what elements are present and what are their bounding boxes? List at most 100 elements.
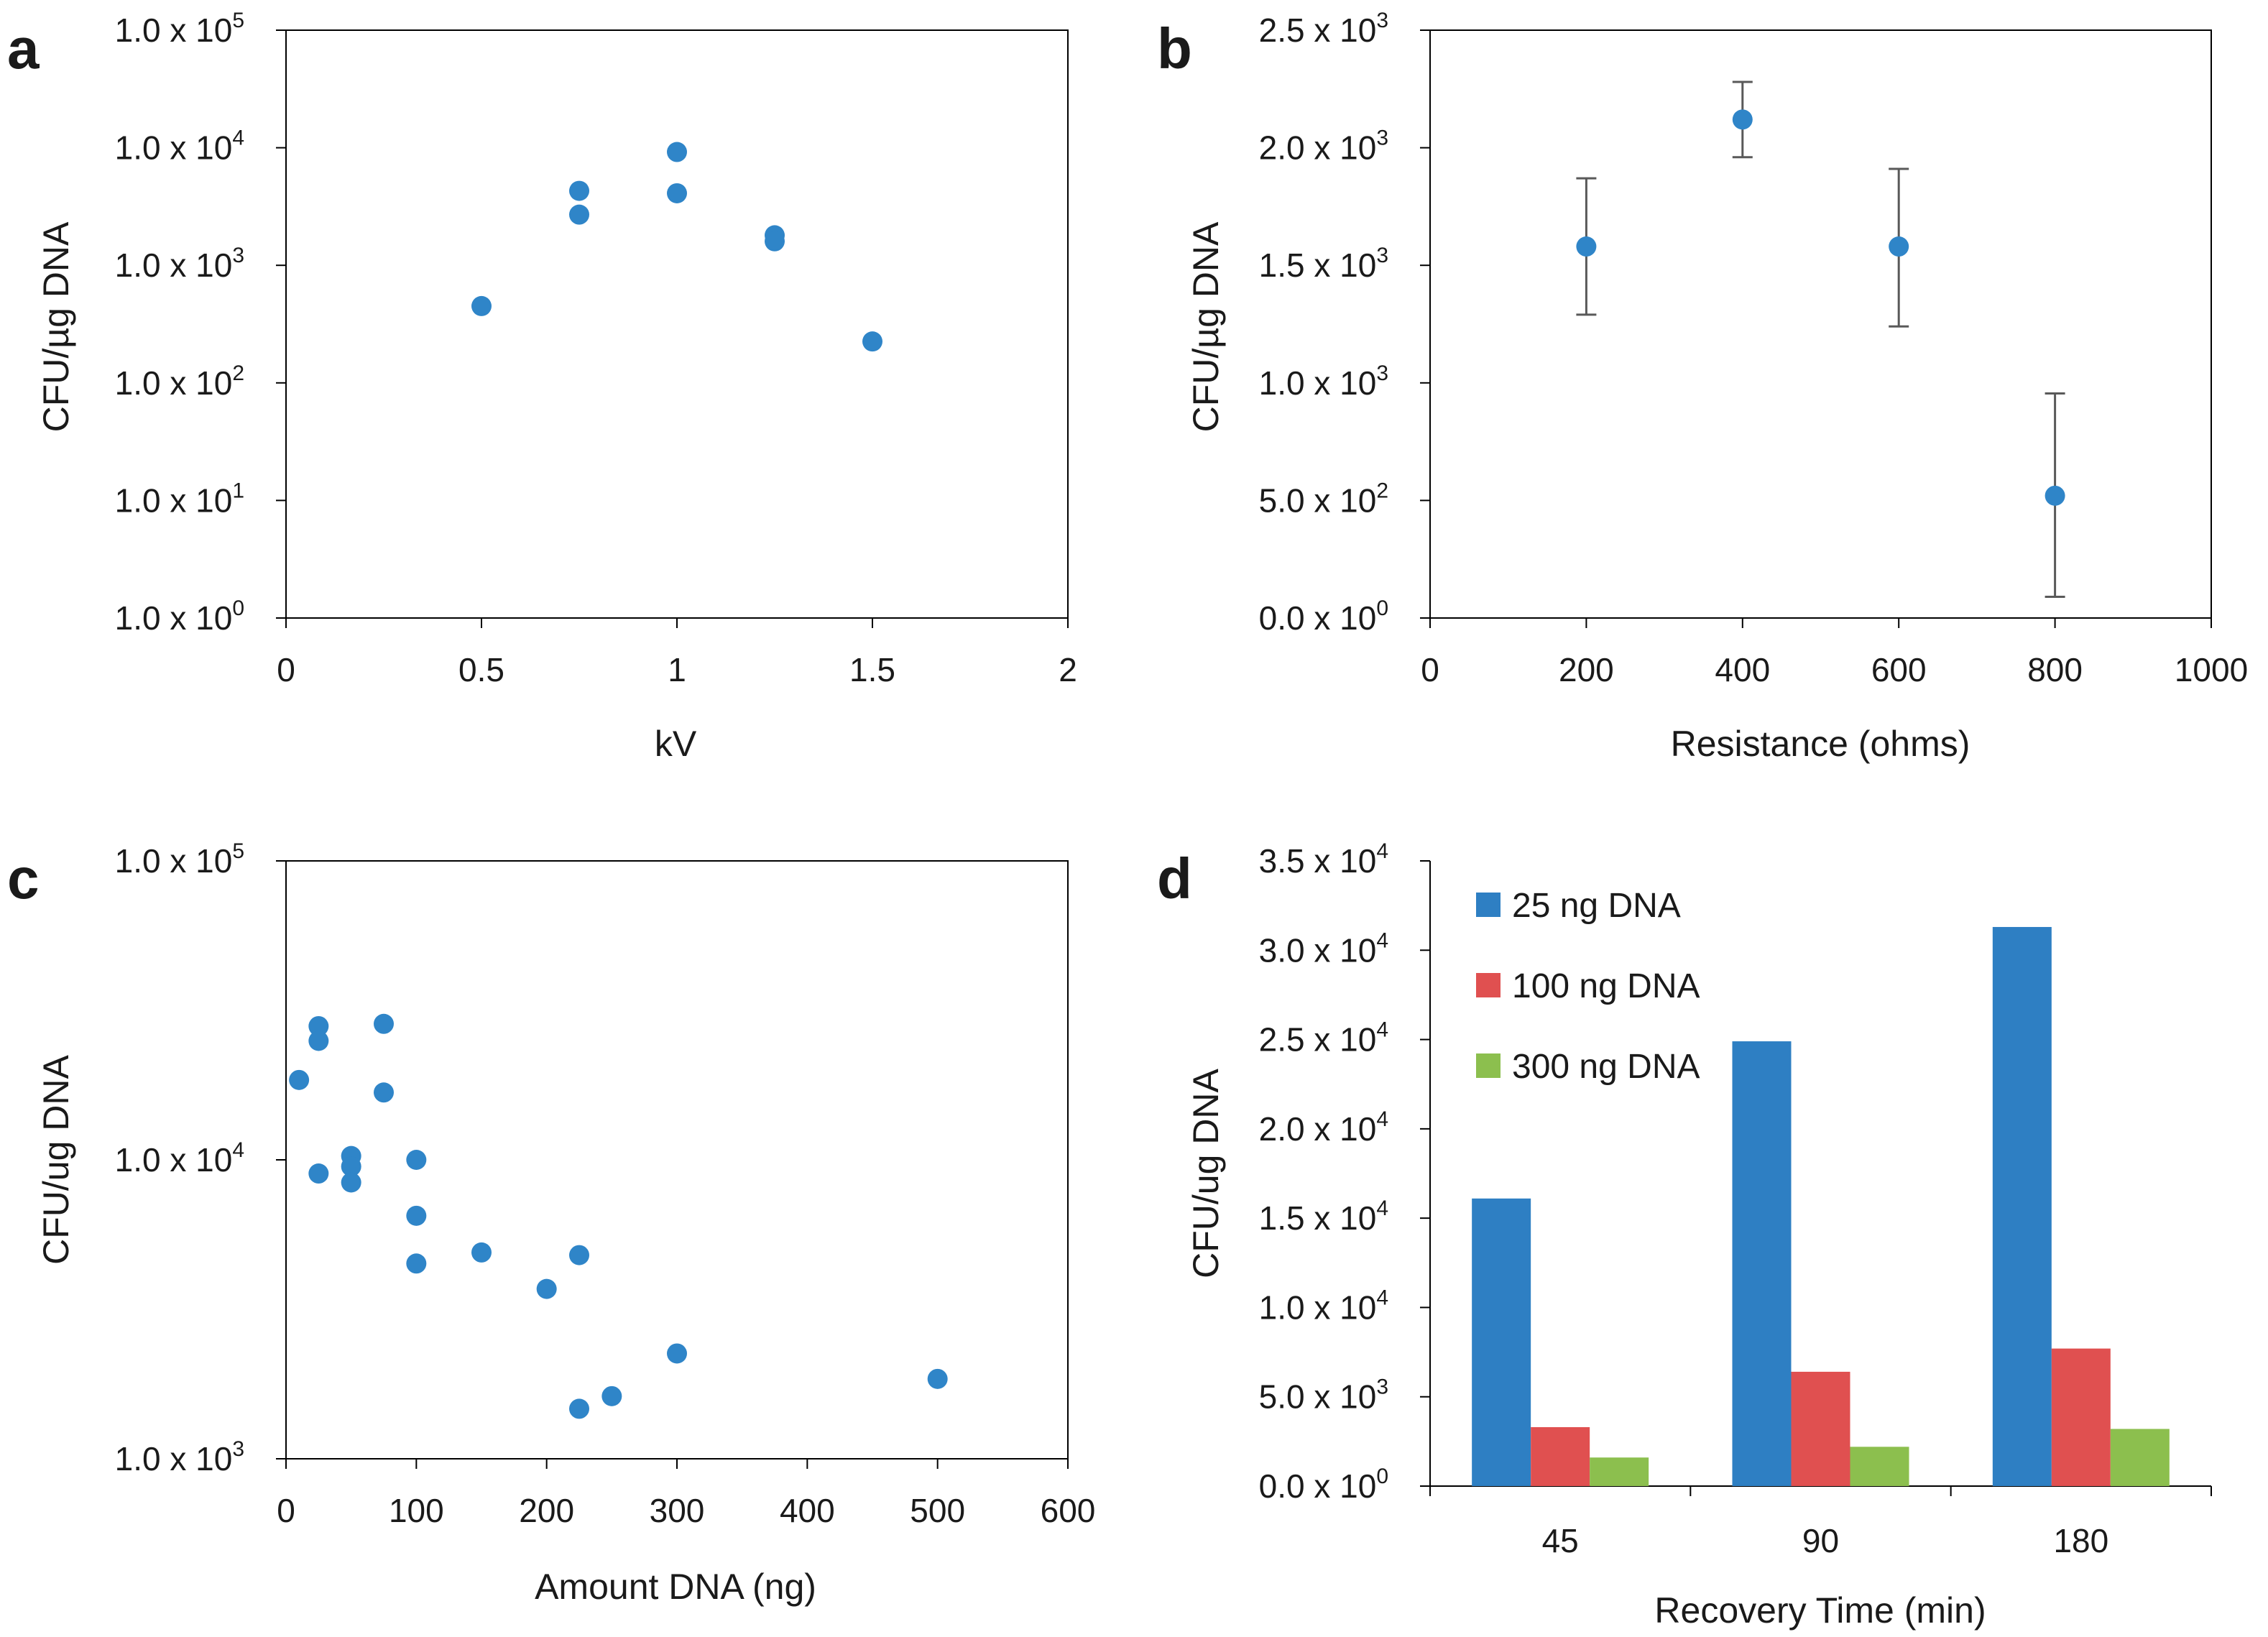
y-tick-label: 5.0 x 102 xyxy=(1259,479,1388,519)
data-point xyxy=(1889,236,1909,257)
data-point xyxy=(569,1245,589,1265)
panel-letter: b xyxy=(1157,17,1192,80)
data-point xyxy=(406,1205,427,1226)
y-tick-label: 2.5 x 103 xyxy=(1259,9,1388,49)
data-point xyxy=(765,231,785,252)
data-point xyxy=(569,180,589,201)
y-tick-label: 0.0 x 100 xyxy=(1259,1465,1388,1505)
x-tick-label: 400 xyxy=(1715,651,1770,688)
x-tick-label: 0 xyxy=(1421,651,1439,688)
x-tick-label: 300 xyxy=(650,1492,705,1529)
data-point xyxy=(341,1156,361,1177)
bar xyxy=(2051,1348,2111,1486)
x-tick-label: 200 xyxy=(1559,651,1614,688)
plot-frame xyxy=(285,29,1069,619)
data-point xyxy=(308,1030,329,1051)
y-tick-label: 1.0 x 100 xyxy=(115,596,244,637)
y-tick-label: 3.5 x 104 xyxy=(1259,839,1388,880)
y-tick-label: 1.0 x 105 xyxy=(115,9,244,49)
legend-swatch xyxy=(1476,893,1501,917)
x-axis-title: Amount DNA (ng) xyxy=(535,1567,816,1607)
chart-panel-a: a 1.0 x 100 1.0 x 101 1.0 x 102 1.0 x 103 1.0… xyxy=(7,9,1077,764)
y-tick-label: 1.5 x 103 xyxy=(1259,244,1388,284)
data-point xyxy=(308,1163,329,1184)
data-point xyxy=(2045,485,2065,506)
legend: 25 ng DNA 100 ng DNA 300 ng DNA xyxy=(1476,887,1700,1086)
panel-letter: d xyxy=(1157,847,1192,910)
data-point xyxy=(341,1172,361,1193)
data-point xyxy=(1576,236,1597,257)
y-tick-label: 1.0 x 102 xyxy=(115,361,244,402)
data-point xyxy=(406,1253,427,1274)
legend-label: 25 ng DNA xyxy=(1512,887,1681,925)
bar xyxy=(1732,1041,1792,1486)
data-point xyxy=(374,1082,394,1103)
y-tick-label: 1.0 x 103 xyxy=(1259,361,1388,402)
y-tick-label: 1.0 x 103 xyxy=(115,1437,244,1477)
panel-letter: c xyxy=(7,847,40,910)
y-axis-title: CFU/ug DNA xyxy=(1186,1068,1226,1278)
data-point xyxy=(374,1013,394,1034)
data-point xyxy=(471,295,492,316)
x-tick-label: 100 xyxy=(389,1492,444,1529)
x-tick-label: 0 xyxy=(277,1492,295,1529)
x-tick-label: 500 xyxy=(910,1492,965,1529)
x-axis-title: Recovery Time (min) xyxy=(1654,1590,1986,1631)
y-tick-label: 2.0 x 103 xyxy=(1259,126,1388,167)
y-tick-label: 1.0 x 104 xyxy=(115,1138,244,1179)
y-axis-title: CFU/µg DNA xyxy=(1186,221,1226,432)
y-axis-title: CFU/ug DNA xyxy=(36,1054,76,1264)
bar xyxy=(1850,1447,1909,1486)
y-tick-label: 1.0 x 101 xyxy=(115,479,244,519)
y-tick-label: 1.0 x 105 xyxy=(115,839,244,880)
data-point xyxy=(406,1150,427,1170)
bar xyxy=(1992,926,2052,1486)
x-tick-label: 0 xyxy=(277,651,295,688)
data-point xyxy=(927,1368,948,1389)
data-point xyxy=(569,1398,589,1419)
data-point xyxy=(601,1385,622,1406)
data-point xyxy=(289,1069,310,1090)
x-tick-label: 1.5 xyxy=(849,651,895,688)
x-axis-title: kV xyxy=(655,724,697,764)
y-tick-label: 5.0 x 103 xyxy=(1259,1375,1388,1416)
legend-label: 300 ng DNA xyxy=(1512,1048,1700,1086)
data-point xyxy=(569,204,589,225)
y-tick-label: 3.0 x 104 xyxy=(1259,928,1388,969)
x-tick-label: 800 xyxy=(2027,651,2083,688)
data-point xyxy=(667,183,687,203)
plot-frame xyxy=(285,860,1069,1460)
data-point xyxy=(536,1278,557,1299)
data-point xyxy=(667,142,687,162)
y-tick-label: 2.5 x 104 xyxy=(1259,1018,1388,1059)
plot-frame xyxy=(1429,29,2212,619)
y-tick-label: 0.0 x 100 xyxy=(1259,596,1388,637)
legend-label: 100 ng DNA xyxy=(1512,967,1700,1005)
x-tick-label: 600 xyxy=(1041,1492,1096,1529)
x-category-label: 45 xyxy=(1542,1522,1579,1559)
x-tick-label: 1 xyxy=(668,651,686,688)
legend-swatch xyxy=(1476,973,1501,997)
bar xyxy=(1590,1457,1649,1486)
x-tick-label: 0.5 xyxy=(458,651,504,688)
bar xyxy=(2110,1429,2170,1486)
y-tick-label: 1.5 x 104 xyxy=(1259,1196,1388,1237)
x-tick-label: 1000 xyxy=(2175,651,2248,688)
y-tick-label: 2.0 x 104 xyxy=(1259,1107,1388,1148)
x-tick-label: 2 xyxy=(1059,651,1077,688)
chart-panel-b: b 0.0 x 100 5.0 x 102 1.0 x 103 1.5 x 103 2.0… xyxy=(1157,9,2248,764)
y-axis-title: CFU/µg DNA xyxy=(36,221,76,432)
chart-panel-c: c 1.0 x 103 1.0 x 104 1.0 x 105 0 100 200 300 40… xyxy=(7,839,1095,1607)
data-point xyxy=(308,1015,329,1036)
x-category-label: 90 xyxy=(1802,1522,1839,1559)
data-point xyxy=(471,1242,492,1263)
x-axis-title: Resistance (ohms) xyxy=(1671,724,1970,764)
x-category-label: 180 xyxy=(2053,1522,2108,1559)
data-point xyxy=(1732,109,1753,130)
bar xyxy=(1531,1426,1590,1486)
bar xyxy=(1472,1198,1531,1486)
y-tick-label: 1.0 x 104 xyxy=(1259,1286,1388,1326)
legend-swatch xyxy=(1476,1053,1501,1078)
bar xyxy=(1791,1371,1850,1486)
